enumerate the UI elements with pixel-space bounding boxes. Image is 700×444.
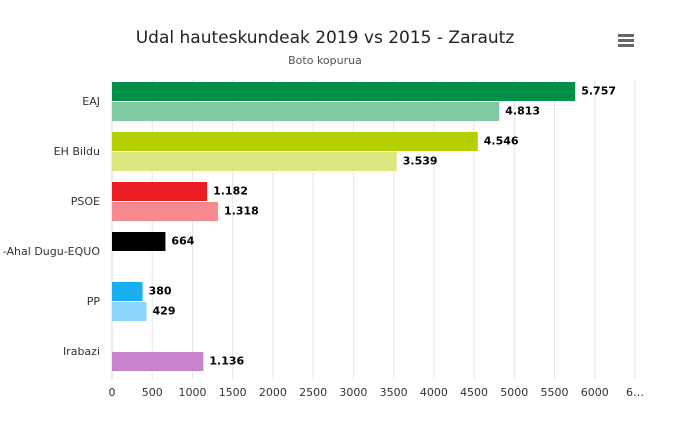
x-tick-label: 1500 — [219, 386, 247, 399]
chart-subtitle: Boto kopurua — [288, 54, 362, 67]
menu-button[interactable] — [618, 34, 634, 47]
x-tick-label: 1000 — [178, 386, 206, 399]
bar — [112, 132, 478, 151]
x-tick-label: 3500 — [380, 386, 408, 399]
y-tick-label: EAJ — [82, 95, 100, 108]
value-label: 1.182 — [213, 185, 248, 198]
menu-bar[interactable] — [618, 34, 634, 37]
y-tick-label: -Ahal Dugu-EQUO — [3, 245, 101, 258]
bar — [112, 82, 576, 101]
value-label: 1.136 — [209, 355, 244, 368]
bar — [112, 302, 147, 321]
y-tick-label: Irabazi — [63, 345, 100, 358]
x-tick-label: 4500 — [460, 386, 488, 399]
value-label: 5.757 — [581, 85, 616, 98]
value-label: 4.813 — [505, 105, 540, 118]
chart-title: Udal hauteskundeak 2019 vs 2015 - Zaraut… — [136, 28, 515, 48]
value-label: 429 — [153, 305, 176, 318]
y-tick-label: PSOE — [71, 195, 100, 208]
bar — [112, 152, 397, 171]
bar — [112, 102, 500, 121]
x-tick-label: 5500 — [541, 386, 569, 399]
menu-bar[interactable] — [618, 39, 634, 42]
y-tick-label: PP — [87, 295, 101, 308]
x-tick-label: 2500 — [299, 386, 327, 399]
bar — [112, 232, 166, 251]
x-tick-label: 4000 — [420, 386, 448, 399]
bar — [112, 202, 219, 221]
x-tick-label: 500 — [142, 386, 163, 399]
menu-bar[interactable] — [618, 44, 634, 47]
value-label: 3.539 — [403, 155, 438, 168]
x-tick-label: 5000 — [500, 386, 528, 399]
x-tick-label: 6000 — [581, 386, 609, 399]
bar — [112, 352, 204, 371]
bar — [112, 282, 143, 301]
x-tick-label: 0 — [109, 386, 116, 399]
x-tick-label: 2000 — [259, 386, 287, 399]
value-label: 380 — [149, 285, 172, 298]
value-label: 664 — [171, 235, 194, 248]
value-label: 4.546 — [484, 135, 519, 148]
value-label: 1.318 — [224, 205, 259, 218]
y-tick-label: EH Bildu — [54, 145, 100, 158]
x-tick-label: 6… — [626, 386, 644, 399]
x-tick-label: 3000 — [339, 386, 367, 399]
bar — [112, 182, 208, 201]
